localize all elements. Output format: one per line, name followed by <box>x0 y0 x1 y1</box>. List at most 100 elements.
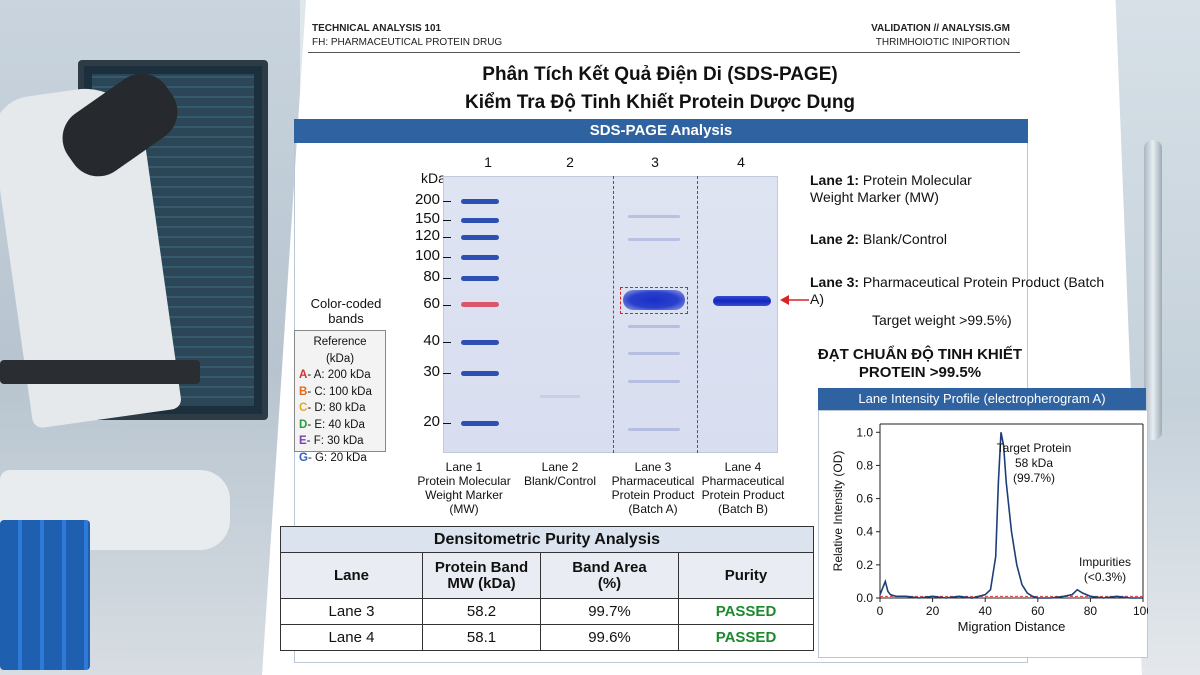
mw-tick <box>443 201 451 202</box>
legend-items: A- A: 200 kDa B- C: 100 kDa C- D: 80 kDa D-… <box>299 367 381 466</box>
faint-band <box>628 380 680 383</box>
column-header: Lane <box>280 552 423 599</box>
marker-band <box>461 421 499 426</box>
lane-description: Lane 1: Protein Molecular Weight Marker … <box>810 172 1010 206</box>
legend-text: - A: 200 kDa <box>307 369 371 381</box>
lane-description-label: Lane 2: <box>810 231 860 247</box>
marker-band <box>461 255 499 260</box>
x-tick-label: 20 <box>926 604 940 618</box>
y-axis-label: Relative Intensity (OD) <box>831 451 845 572</box>
page-subtitle: Kiểm Tra Độ Tinh Khiết Protein Dược Dụng <box>464 92 856 113</box>
x-tick-label: 60 <box>1031 604 1045 618</box>
mw-label: 120 <box>414 227 440 244</box>
page-title: Phân Tích Kết Quả Điện Di (SDS-PAGE) <box>482 64 838 85</box>
legend-item: A- A: 200 kDa <box>299 367 381 384</box>
table-row: Lane 3 58.2 99.7% PASSED <box>280 598 814 625</box>
mw-label: 60 <box>423 295 440 312</box>
header-left-line2: FH: PHARMACEUTICAL PROTEIN DRUG <box>312 37 503 48</box>
marker-band <box>461 235 499 240</box>
header-left-line1: TECHNICAL ANALYSIS 101 <box>312 23 442 34</box>
x-tick-label: 0 <box>877 604 884 618</box>
mw-label: 100 <box>414 247 440 264</box>
legend-text: - E: 40 kDa <box>307 418 365 431</box>
legend-header: Reference (kDa) <box>313 336 367 365</box>
pass-statement: ĐẠT CHUẨN ĐỘ TINH KHIẾT PROTEIN >99.5% <box>817 346 1023 381</box>
x-tick-label: 40 <box>979 604 993 618</box>
status-cell: PASSED <box>678 598 814 625</box>
legend-key: E <box>299 435 307 447</box>
legend-text: - C: 100 kDa <box>307 385 372 398</box>
intensity-profile-chart: 0.0 0.2 0.4 0.6 0.8 1.0 0 20 40 60 80 100 Migration … <box>831 423 1148 634</box>
lane-caption: Lane 1 Protein Molecular Weight Marker (… <box>417 460 511 516</box>
purity-table-title: Densitometric Purity Analysis <box>280 526 814 552</box>
lane3-highlight-box <box>620 287 688 314</box>
lane4-target-band <box>713 296 771 306</box>
lane-description: Lane 2: Blank/Control <box>810 231 1010 248</box>
lane-caption: Lane 3 Pharmaceutical Protein Product (B… <box>611 460 695 516</box>
mw-tick <box>443 220 451 221</box>
legend-key: G <box>299 451 308 464</box>
mw-tick <box>443 305 451 306</box>
y-tick-label: 0.4 <box>856 525 873 539</box>
marker-band <box>461 276 499 281</box>
target-weight: Target weight >99.5%) <box>872 312 1012 328</box>
legend-title: Color-coded bands <box>310 296 382 326</box>
mw-label: 40 <box>423 332 440 349</box>
lane-caption: Lane 4 Pharmaceutical Protein Product (B… <box>701 460 785 516</box>
mw-tick <box>443 373 451 374</box>
header-left: TECHNICAL ANALYSIS 101 FH: PHARMACEUTICA… <box>312 22 502 50</box>
marker-band <box>461 340 499 345</box>
impurity-annotation: Impurities <box>1079 555 1131 569</box>
marker-band <box>461 199 499 204</box>
lane-separator <box>613 176 614 453</box>
faint-band <box>628 238 680 241</box>
lane-description-text: Protein Molecular Weight Marker (MW) <box>810 172 972 205</box>
section-banner: SDS-PAGE Analysis <box>294 119 1028 143</box>
mw-label: 20 <box>423 413 440 430</box>
mw-tick <box>443 278 451 279</box>
table-cell: Lane 4 <box>280 624 423 651</box>
impurity-annotation: (<0.3%) <box>1084 570 1126 584</box>
mw-tick <box>443 237 451 238</box>
lane-description-label: Lane 3: <box>810 274 860 290</box>
column-header: Purity <box>678 552 814 599</box>
table-cell: 58.1 <box>422 624 541 651</box>
legend-key: D <box>299 418 308 431</box>
y-tick-label: 0.0 <box>856 591 873 605</box>
legend-text: - F: 30 kDa <box>306 435 364 447</box>
legend-item: B- C: 100 kDa <box>299 384 381 401</box>
faint-band <box>628 428 680 431</box>
mw-tick <box>443 257 451 258</box>
lane-number: 1 <box>484 154 492 170</box>
microscope-stage <box>0 360 200 384</box>
gel-unit-label: kDa <box>421 170 446 186</box>
header-divider <box>308 52 1020 53</box>
table-cell: 99.7% <box>540 598 679 625</box>
profile-title: Lane Intensity Profile (electropherogram… <box>818 388 1146 410</box>
arrow-left-icon <box>780 295 809 305</box>
profile-box <box>818 410 1148 658</box>
legend-key: B <box>299 385 308 398</box>
faint-band <box>628 215 680 218</box>
legend-box: Reference (kDa) A- A: 200 kDa B- C: 100 k… <box>294 330 386 464</box>
lane3-target-band <box>623 290 685 310</box>
pipette-icon <box>1144 140 1162 440</box>
lane-description-text: Pharmaceutical Protein Product (Batch A) <box>810 274 1105 307</box>
mw-tick <box>443 342 451 343</box>
legend-text: - G: 20 kDa <box>307 451 367 464</box>
legend-key: A <box>299 369 308 381</box>
peak-annotation: 58 kDa <box>1015 456 1053 470</box>
header-right: VALIDATION // ANALYSIS.GM THRIMHOIOTIC I… <box>860 22 1010 50</box>
table-cell: 58.2 <box>422 598 541 625</box>
y-tick-label: 1.0 <box>856 425 873 439</box>
lane-separator <box>697 176 698 453</box>
lane-number: 3 <box>651 154 659 170</box>
lane-description: Lane 3: Pharmaceutical Protein Product (… <box>810 274 1110 308</box>
mw-label: 30 <box>423 363 440 380</box>
y-tick-label: 0.8 <box>856 458 873 472</box>
header-right-line1: VALIDATION // ANALYSIS.GM <box>871 23 1010 34</box>
x-axis-label: Migration Distance <box>958 619 1066 634</box>
lane-caption: Lane 2 Blank/Control <box>523 460 597 488</box>
mw-tick <box>443 423 451 424</box>
